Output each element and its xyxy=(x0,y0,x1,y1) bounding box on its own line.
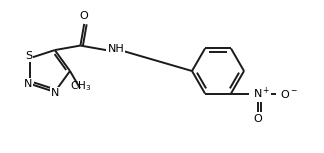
Text: O: O xyxy=(80,11,88,21)
Text: O: O xyxy=(254,114,262,123)
Text: N: N xyxy=(51,88,59,98)
Text: O$^-$: O$^-$ xyxy=(280,88,298,99)
Text: S: S xyxy=(26,51,33,61)
Text: N: N xyxy=(24,79,32,89)
Text: N$^+$: N$^+$ xyxy=(253,86,271,101)
Text: CH$_3$: CH$_3$ xyxy=(70,80,92,93)
Text: NH: NH xyxy=(108,44,125,54)
